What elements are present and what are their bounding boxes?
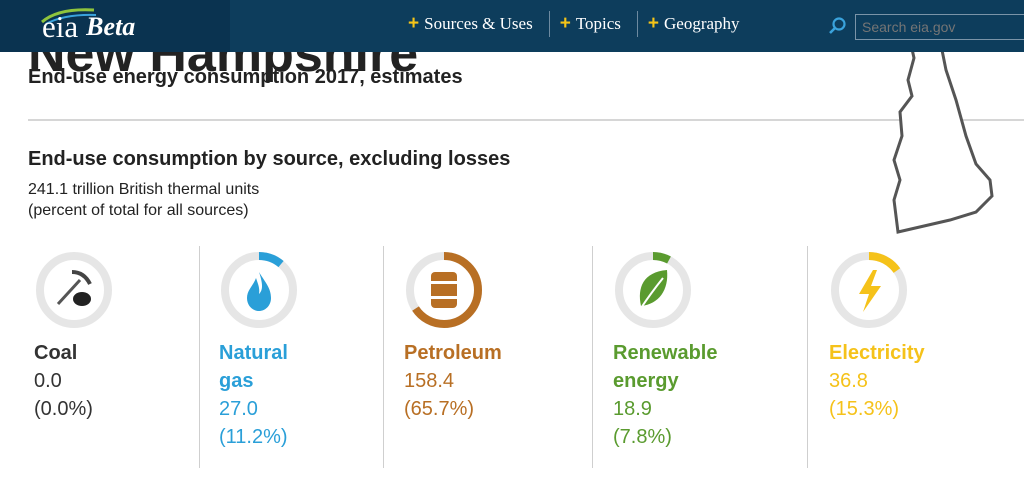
source-percent: (15.3%) bbox=[829, 398, 900, 420]
search-input[interactable] bbox=[855, 14, 1024, 40]
source-label-line: Electricity bbox=[829, 342, 925, 364]
main-nav: + Sources & Uses + Topics + Geography bbox=[398, 10, 756, 38]
nav-label: Topics bbox=[575, 14, 621, 33]
source-label: Coal bbox=[34, 339, 77, 367]
source-label-line: energy bbox=[613, 370, 679, 392]
source-label: Petroleum bbox=[404, 339, 502, 367]
ring-track bbox=[36, 252, 112, 328]
ring-arc bbox=[221, 252, 297, 328]
plus-icon: + bbox=[647, 13, 660, 34]
source-label: Renewable energy bbox=[613, 339, 717, 395]
card-divider bbox=[199, 246, 200, 468]
petroleum-share-ring bbox=[406, 252, 482, 328]
section-title: End-use consumption by source, excluding… bbox=[28, 148, 511, 170]
coal-share-ring bbox=[36, 252, 112, 328]
page-subtitle: End-use energy consumption 2017, estimat… bbox=[28, 66, 463, 88]
nav-topics[interactable]: + Topics bbox=[550, 10, 637, 38]
natural-gas-share-ring bbox=[221, 252, 297, 328]
source-label: Natural gas bbox=[219, 339, 288, 395]
lightning-icon bbox=[859, 270, 881, 312]
source-percent: (11.2%) bbox=[219, 426, 288, 448]
nav-divider bbox=[548, 11, 550, 37]
logo-text: eia bbox=[42, 9, 79, 44]
flame-icon bbox=[247, 272, 271, 311]
nav-label: Geography bbox=[664, 14, 740, 33]
source-value: 158.4 bbox=[404, 370, 455, 392]
ring-arc bbox=[615, 252, 691, 328]
state-outline-map[interactable] bbox=[880, 40, 1024, 236]
leaf-icon bbox=[639, 270, 668, 309]
search-icon[interactable] bbox=[828, 16, 848, 36]
source-label-line: Renewable bbox=[613, 342, 718, 364]
logo-swoosh-icon bbox=[41, 8, 97, 25]
source-value: 36.8 bbox=[829, 370, 868, 392]
renewable-share-ring bbox=[615, 252, 691, 328]
barrel-icon bbox=[431, 272, 457, 308]
plus-icon: + bbox=[559, 13, 571, 34]
source-label-line: gas bbox=[219, 370, 254, 392]
source-percent: (7.8%) bbox=[613, 426, 672, 448]
card-divider bbox=[592, 246, 593, 468]
source-value: 27.0 bbox=[219, 398, 258, 420]
source-label: Electricity bbox=[829, 339, 925, 367]
electricity-share-ring bbox=[831, 252, 907, 328]
nav-geography[interactable]: + Geography bbox=[638, 10, 756, 38]
total-units: 241.1 trillion British thermal units bbox=[28, 181, 260, 198]
source-label-line: Coal bbox=[34, 342, 78, 364]
plus-icon: + bbox=[408, 13, 420, 34]
nav-label: Sources & Uses bbox=[424, 14, 533, 33]
logo-area bbox=[0, 0, 230, 52]
ring-arc bbox=[831, 252, 907, 328]
beta-badge: Beta bbox=[86, 12, 136, 41]
nav-divider bbox=[636, 11, 638, 37]
coal-icon bbox=[56, 270, 92, 306]
card-divider bbox=[807, 246, 808, 468]
source-percent: (65.7%) bbox=[404, 398, 475, 420]
card-divider bbox=[383, 246, 384, 468]
source-percent: (0.0%) bbox=[34, 398, 93, 420]
source-label-line: Natural bbox=[219, 342, 288, 364]
ring-arc bbox=[406, 252, 482, 328]
top-nav-bar: eia Beta + Sources & Uses + Topics + Geo… bbox=[0, 0, 1024, 52]
eia-logo[interactable]: eia Beta bbox=[36, 8, 135, 44]
source-value: 0.0 bbox=[34, 370, 62, 392]
nav-sources-uses[interactable]: + Sources & Uses bbox=[398, 10, 549, 38]
section-divider bbox=[28, 119, 1024, 121]
source-value: 18.9 bbox=[613, 398, 652, 420]
source-label-line: Petroleum bbox=[404, 342, 502, 364]
percent-note: (percent of total for all sources) bbox=[28, 202, 249, 219]
